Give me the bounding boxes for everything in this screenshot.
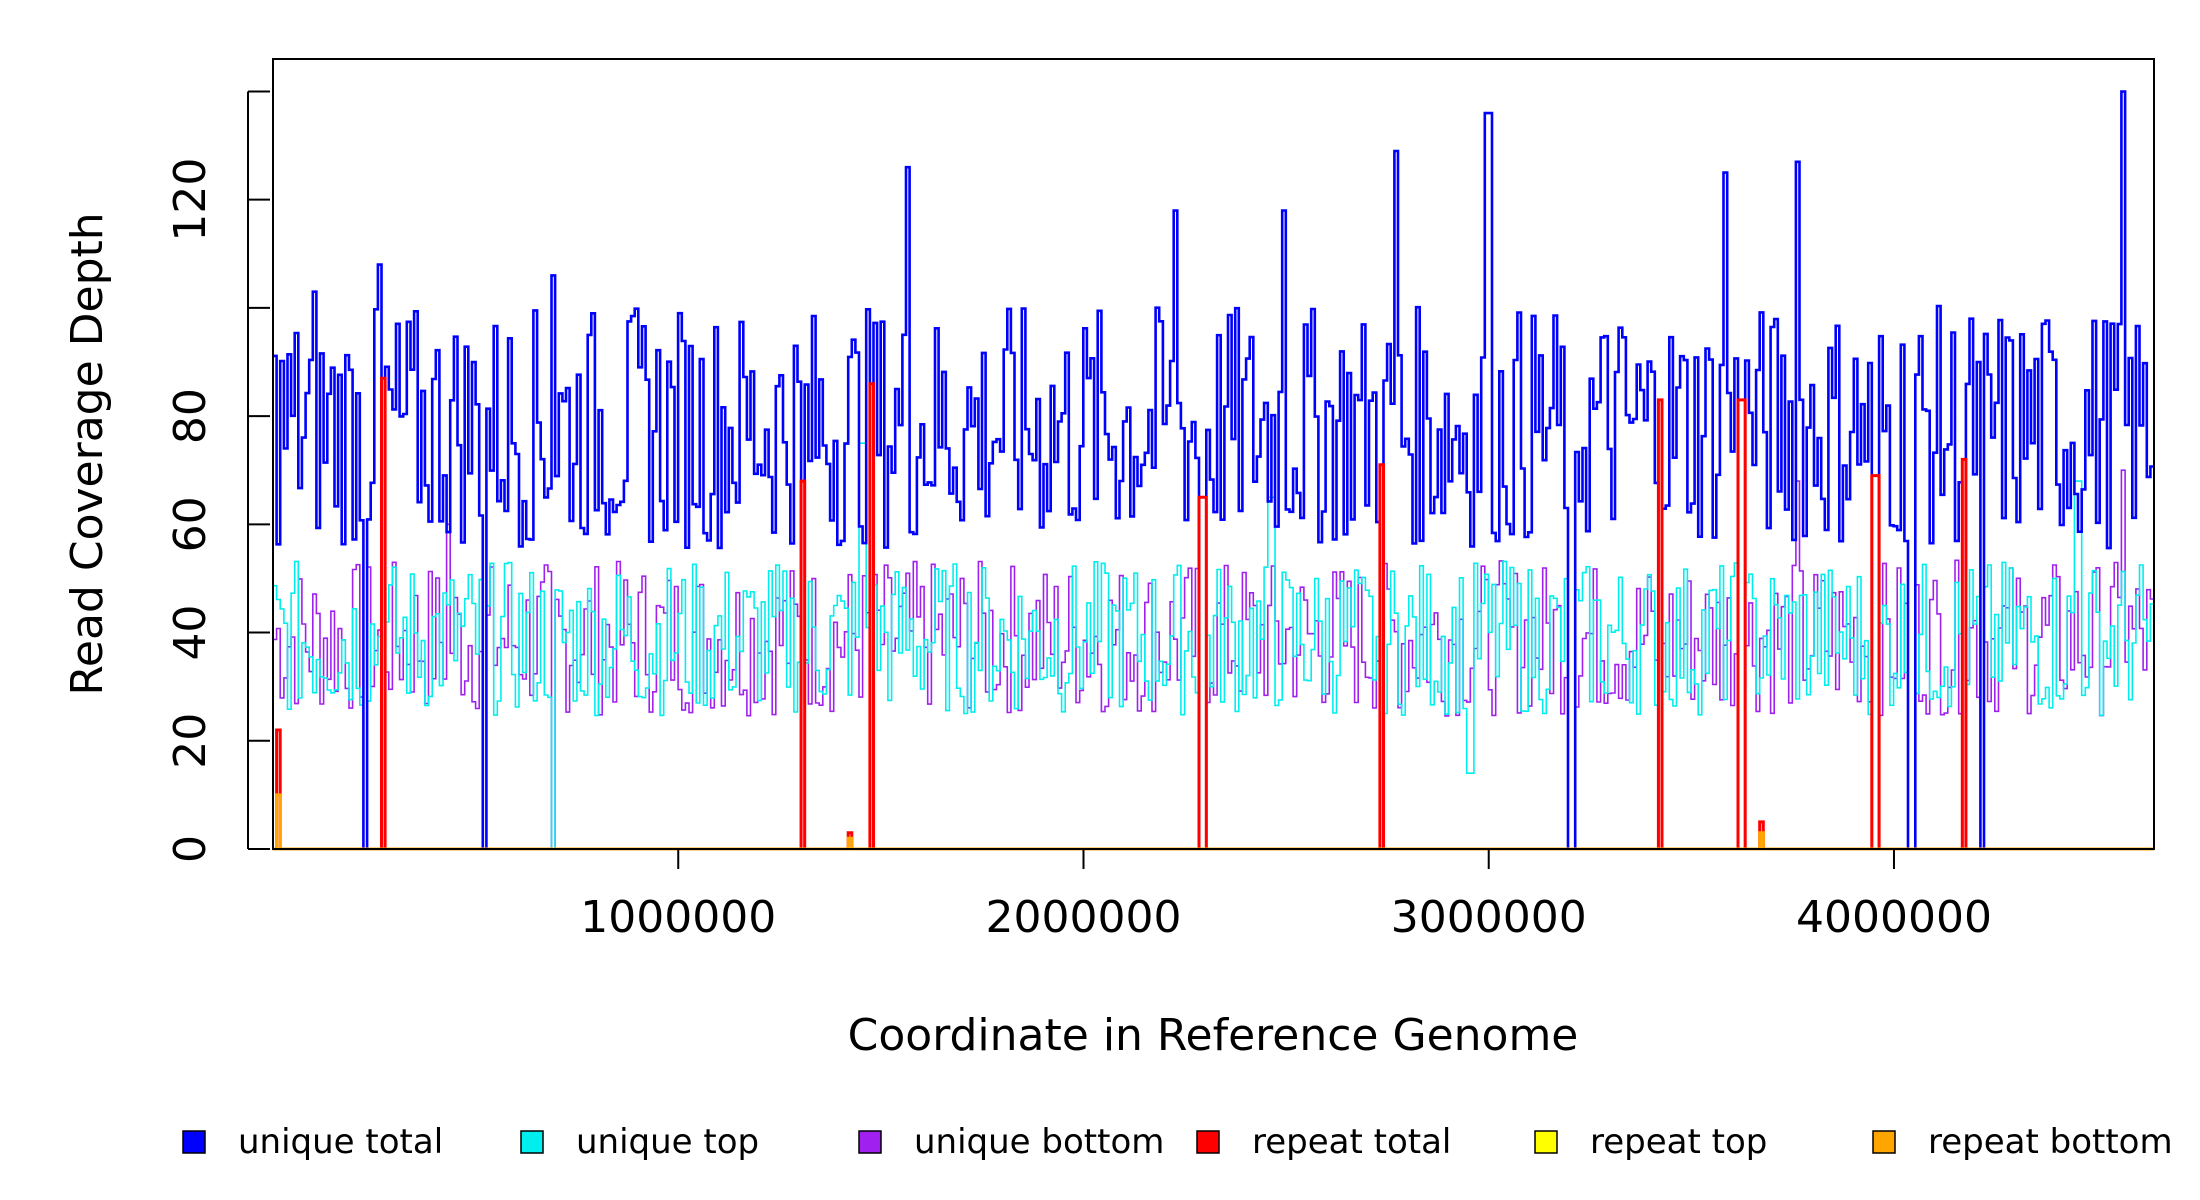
legend-swatch-repeat-total	[1196, 1130, 1220, 1154]
series-unique-top	[273, 442, 2154, 850]
y-tick-label: 20	[165, 713, 216, 769]
legend-label-repeat-bottom: repeat bottom	[1928, 1122, 2173, 1162]
x-axis: 1000000 2000000 3000000 4000000	[580, 849, 1992, 943]
x-tick-label: 4000000	[1796, 892, 1992, 943]
legend-label-repeat-top: repeat top	[1590, 1122, 1767, 1162]
x-tick-label: 3000000	[1391, 892, 1587, 943]
legend-swatch-unique-total	[182, 1130, 206, 1154]
series-unique-total	[273, 90, 2154, 851]
x-tick-label: 1000000	[580, 892, 776, 943]
series-layer	[273, 90, 2154, 851]
legend-swatch-unique-top	[520, 1130, 544, 1154]
series-unique-bottom	[273, 469, 2154, 850]
x-tick-label: 2000000	[986, 892, 1182, 943]
legend-label-repeat-total: repeat total	[1252, 1122, 1451, 1162]
y-tick-label: 80	[165, 388, 216, 444]
y-tick-label: 120	[165, 158, 216, 242]
legend-label-unique-top: unique top	[576, 1122, 759, 1162]
y-axis: 0 20 40 60 80 120	[165, 90, 270, 863]
legend-label-unique-bottom: unique bottom	[914, 1122, 1164, 1162]
y-tick-label: 0	[165, 835, 216, 863]
legend: unique total unique top unique bottom repea…	[182, 1122, 2173, 1162]
legend-swatch-unique-bottom	[858, 1130, 882, 1154]
y-tick-label: 40	[165, 605, 216, 661]
legend-swatch-repeat-top	[1534, 1130, 1558, 1154]
legend-swatch-repeat-bottom	[1872, 1130, 1896, 1154]
legend-label-unique-total: unique total	[238, 1122, 443, 1162]
x-axis-label: Coordinate in Reference Genome	[848, 1010, 1579, 1061]
y-tick-label: 60	[165, 496, 216, 552]
y-axis-label: Read Coverage Depth	[62, 212, 113, 695]
plot-frame	[272, 58, 2155, 850]
